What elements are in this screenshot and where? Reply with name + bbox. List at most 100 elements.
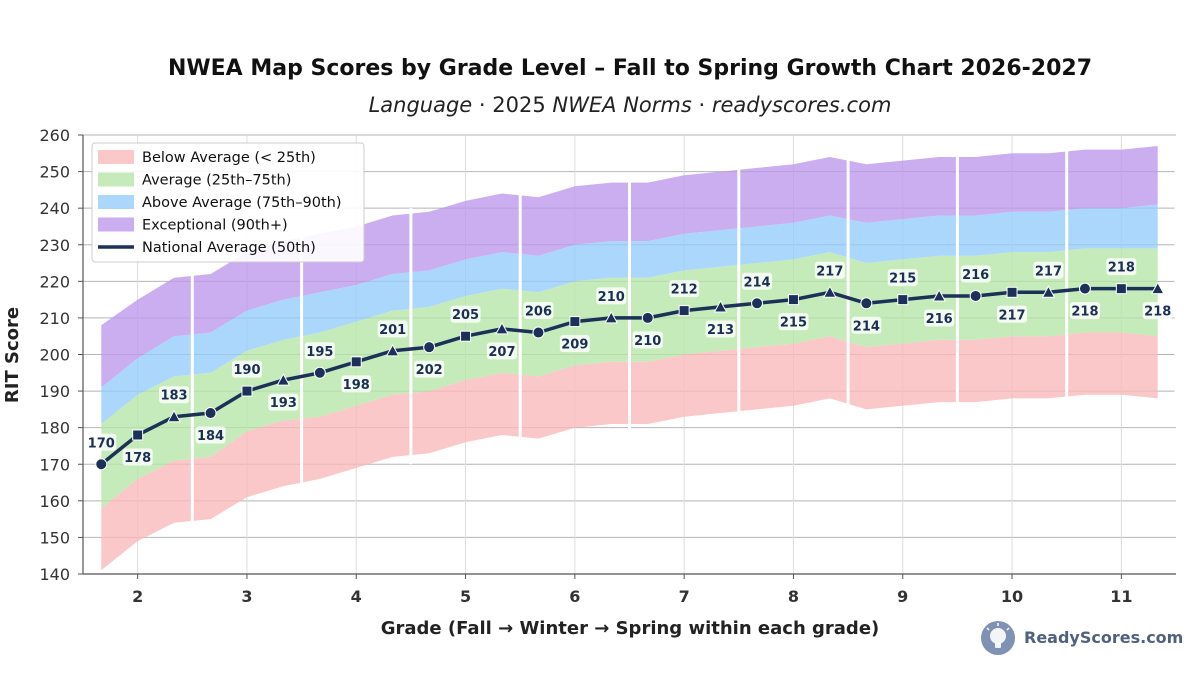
- legend-item-label: Above Average (75th–90th): [142, 195, 341, 211]
- data-label-box: [377, 320, 408, 338]
- data-label-box: [486, 342, 517, 360]
- data-label-box: [195, 426, 226, 444]
- legend-swatch: [98, 150, 134, 164]
- x-tick-label: 3: [241, 587, 252, 606]
- data-label: 178: [122, 448, 153, 466]
- data-label: 209: [559, 335, 590, 353]
- fall-point: [313, 366, 326, 379]
- axes: 1401501601701801902002102202302402502602…: [39, 126, 1176, 606]
- x-tick-label: 4: [351, 587, 362, 606]
- spring-point: [167, 409, 181, 423]
- data-label: 202: [414, 360, 445, 378]
- data-label: 195: [304, 342, 335, 360]
- data-label: 216: [960, 265, 991, 283]
- y-tick-label: 200: [39, 346, 70, 365]
- y-axis-label: RIT Score: [2, 307, 23, 403]
- winter-point: [1006, 286, 1018, 298]
- data-label-box: [1142, 302, 1173, 320]
- legend-swatch: [98, 172, 134, 187]
- data-label: 215: [778, 313, 809, 331]
- data-label-text: 217: [816, 264, 843, 279]
- spring-point: [823, 285, 837, 298]
- data-label-text: 216: [962, 268, 989, 283]
- data-label-box: [778, 313, 809, 331]
- subtitle-subject: Language: [368, 93, 473, 117]
- legend-item-label: National Average (50th): [142, 240, 316, 256]
- spring-point: [385, 343, 400, 357]
- data-label-text: 183: [160, 389, 187, 404]
- y-tick-label: 180: [39, 419, 70, 438]
- data-label-text: 202: [416, 363, 443, 378]
- legend: Below Average (< 25th) Average (25th–75th…: [91, 142, 365, 263]
- data-label: 214: [851, 316, 882, 334]
- fall-point: [1078, 282, 1091, 295]
- data-labels: 170 178 183 184 190 193 195 198 201 202 205 207 206 2…: [86, 258, 1173, 466]
- data-label: 213: [705, 320, 736, 338]
- data-label-text: 213: [707, 323, 734, 338]
- spring-point: [713, 299, 728, 313]
- data-label-text: 184: [197, 429, 224, 444]
- data-label-box: [159, 386, 190, 404]
- y-tick-label: 170: [39, 455, 70, 474]
- data-label-text: 209: [561, 338, 588, 353]
- data-label-box: [1106, 258, 1137, 276]
- band-below-average: [101, 332, 1158, 571]
- x-tick-label: 11: [1110, 587, 1132, 606]
- winter-point: [787, 294, 799, 306]
- chart-title: NWEA Map Scores by Grade Level – Fall to…: [167, 56, 1093, 81]
- x-tick-label: 10: [1001, 587, 1023, 606]
- data-label-box: [887, 269, 918, 287]
- spring-point: [1150, 281, 1165, 295]
- data-label-text: 215: [889, 272, 916, 287]
- winter-point: [1115, 283, 1127, 295]
- y-tick-label: 210: [39, 309, 70, 328]
- y-tick-label: 250: [39, 163, 70, 182]
- data-label: 212: [669, 280, 700, 298]
- national-average-series: [95, 281, 1165, 471]
- data-label: 217: [1033, 261, 1064, 279]
- data-label: 217: [814, 261, 845, 279]
- data-label-box: [960, 265, 991, 283]
- spring-point: [932, 288, 946, 302]
- band-above-average: [101, 204, 1158, 424]
- fall-point: [532, 326, 545, 339]
- data-label-text: 217: [998, 308, 1025, 323]
- y-tick-label: 240: [39, 199, 70, 218]
- data-label-text: 212: [671, 283, 698, 298]
- fall-point: [969, 289, 982, 302]
- data-label-box: [924, 309, 955, 327]
- x-tick-label: 2: [132, 587, 143, 606]
- legend-box: [91, 142, 365, 263]
- data-label-box: [742, 272, 773, 290]
- data-label-box: [304, 342, 335, 360]
- data-label: 215: [887, 269, 918, 287]
- data-label-box: [596, 287, 627, 305]
- x-axis-label: Grade (Fall → Winter → Spring within eac…: [381, 618, 880, 639]
- winter-point: [241, 385, 253, 397]
- data-label-text: 215: [780, 316, 807, 331]
- brand-name: ReadyScores.com: [1024, 628, 1184, 647]
- spring-point: [495, 321, 509, 335]
- data-label: 207: [486, 342, 517, 360]
- data-label-box: [851, 316, 882, 334]
- legend-item-label: Below Average (< 25th): [142, 150, 316, 166]
- winter-point: [897, 294, 909, 306]
- fall-point: [860, 297, 873, 310]
- data-label: 210: [596, 287, 627, 305]
- data-label-text: 195: [306, 345, 333, 360]
- chart-subtitle: Language · 2025 NWEA Norms · readyscores…: [0, 93, 1200, 117]
- spring-point: [276, 373, 291, 386]
- spring-point: [1041, 285, 1056, 298]
- data-label: 216: [924, 309, 955, 327]
- data-label: 218: [1142, 302, 1173, 320]
- data-label: 218: [1106, 258, 1137, 276]
- data-label: 218: [1069, 302, 1100, 320]
- winter-point: [350, 356, 362, 368]
- fall-point: [751, 297, 764, 310]
- y-tick-label: 220: [39, 272, 70, 291]
- subtitle-norm-year: 2025: [492, 93, 546, 117]
- data-label-text: 201: [379, 323, 406, 338]
- legend-swatch: [98, 217, 134, 232]
- x-tick-label: 6: [569, 587, 580, 606]
